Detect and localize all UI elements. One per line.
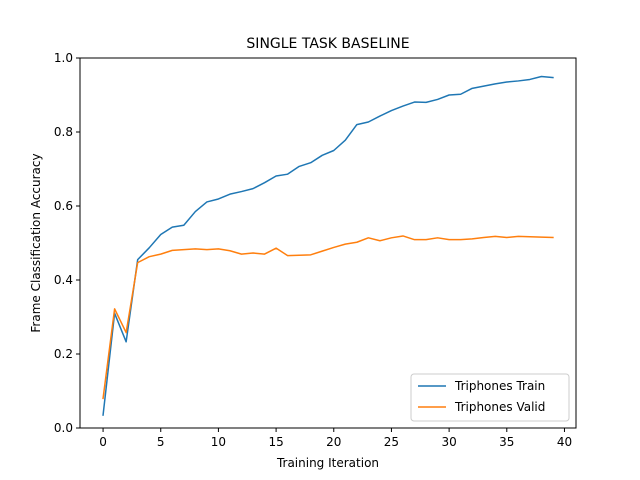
- x-tick-label: 15: [268, 435, 283, 449]
- y-tick-label: 0.8: [54, 125, 73, 139]
- y-tick-label: 0.0: [54, 421, 73, 435]
- x-axis-ticks: 0 5 10 15 20 25 30 35 40: [99, 428, 572, 449]
- y-axis-label: Frame Classification Accuracy: [29, 153, 43, 332]
- x-tick-label: 5: [157, 435, 165, 449]
- x-axis-label: Training Iteration: [276, 456, 379, 470]
- legend: Triphones Train Triphones Valid: [410, 373, 570, 422]
- y-axis-ticks: 0.0 0.2 0.4 0.6 0.8 1.0: [54, 51, 80, 435]
- y-tick-label: 0.2: [54, 347, 73, 361]
- legend-label-train: Triphones Train: [454, 379, 545, 393]
- y-tick-label: 1.0: [54, 51, 73, 65]
- chart-title: SINGLE TASK BASELINE: [246, 36, 409, 52]
- x-tick-label: 10: [211, 435, 226, 449]
- legend-box: [410, 373, 570, 422]
- x-tick-label: 20: [326, 435, 341, 449]
- series-group: [102, 75, 554, 416]
- legend-label-valid: Triphones Valid: [454, 400, 545, 414]
- series-line-triphones-valid: [102, 235, 554, 400]
- x-tick-label: 25: [384, 435, 399, 449]
- y-tick-label: 0.6: [54, 199, 73, 213]
- x-tick-label: 35: [499, 435, 514, 449]
- x-tick-label: 40: [557, 435, 572, 449]
- plot-area-frame: [79, 57, 577, 429]
- x-tick-label: 30: [441, 435, 456, 449]
- x-tick-label: 0: [99, 435, 107, 449]
- series-line-triphones-train: [102, 75, 554, 416]
- y-tick-label: 0.4: [54, 273, 73, 287]
